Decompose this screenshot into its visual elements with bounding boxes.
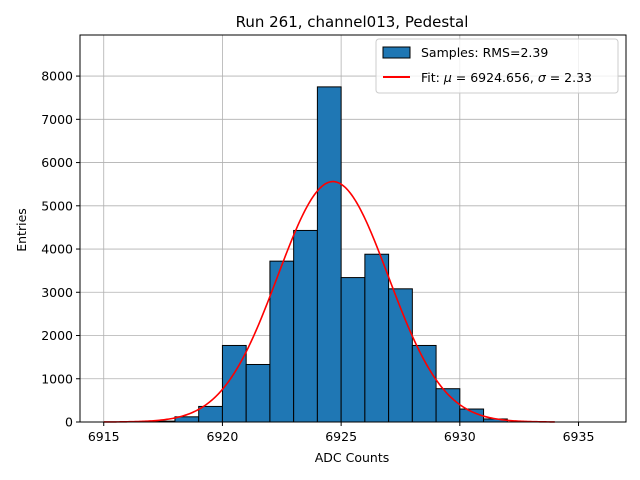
x-tick-label: 6930 [444, 429, 476, 444]
y-tick-label: 7000 [41, 112, 73, 127]
histogram-bar [364, 253, 390, 423]
histogram-bar [316, 86, 342, 423]
y-tick-label: 4000 [41, 242, 73, 257]
fit-curve [103, 180, 555, 423]
legend-histogram-label: Samples: RMS=2.39 [421, 45, 548, 60]
legend-fit-sigma-value: = 2.33 [546, 70, 592, 85]
legend-fit-label: Fit: μ = 6924.656, σ = 2.33 [421, 70, 592, 85]
y-tick-label: 6000 [41, 155, 73, 170]
x-tick-label: 6920 [207, 429, 239, 444]
x-axis-ticks: 6915 6920 6925 6930 6935 [88, 422, 595, 444]
histogram-bar [411, 344, 437, 423]
histogram-bar [293, 229, 318, 423]
legend-histogram-swatch [382, 46, 411, 59]
y-tick-label: 0 [65, 415, 73, 430]
y-axis-ticks: 0 1000 2000 3000 4000 5000 6000 7000 8000 [41, 69, 80, 430]
histogram-bar [340, 277, 366, 423]
axes-frame [79, 34, 627, 423]
histogram-bar [245, 363, 271, 423]
x-tick-label: 6925 [325, 429, 357, 444]
legend-fit-prefix: Fit: [421, 70, 444, 85]
y-tick-label: 3000 [41, 285, 73, 300]
legend-fit-sigma-symbol: σ [538, 70, 547, 85]
legend-fit-mu-symbol: μ [443, 70, 452, 85]
legend-fit-mu-value: = 6924.656, [452, 70, 538, 85]
histogram-bars [150, 86, 508, 423]
y-tick-label: 5000 [41, 198, 73, 213]
fit-curve-layer [103, 180, 555, 423]
legend-box [375, 38, 619, 94]
y-tick-label: 1000 [41, 371, 73, 386]
x-axis-label: ADC Counts [315, 450, 390, 465]
y-tick-label: 8000 [41, 69, 73, 84]
y-axis-label: Entries [14, 208, 29, 252]
x-tick-label: 6935 [563, 429, 595, 444]
histogram-bar [198, 405, 223, 423]
x-tick-label: 6915 [88, 429, 120, 444]
y-tick-label: 2000 [41, 328, 73, 343]
legend: Samples: RMS=2.39 Fit: μ = 6924.656, σ =… [375, 38, 619, 94]
chart-title: Run 261, channel013, Pedestal [236, 13, 469, 31]
